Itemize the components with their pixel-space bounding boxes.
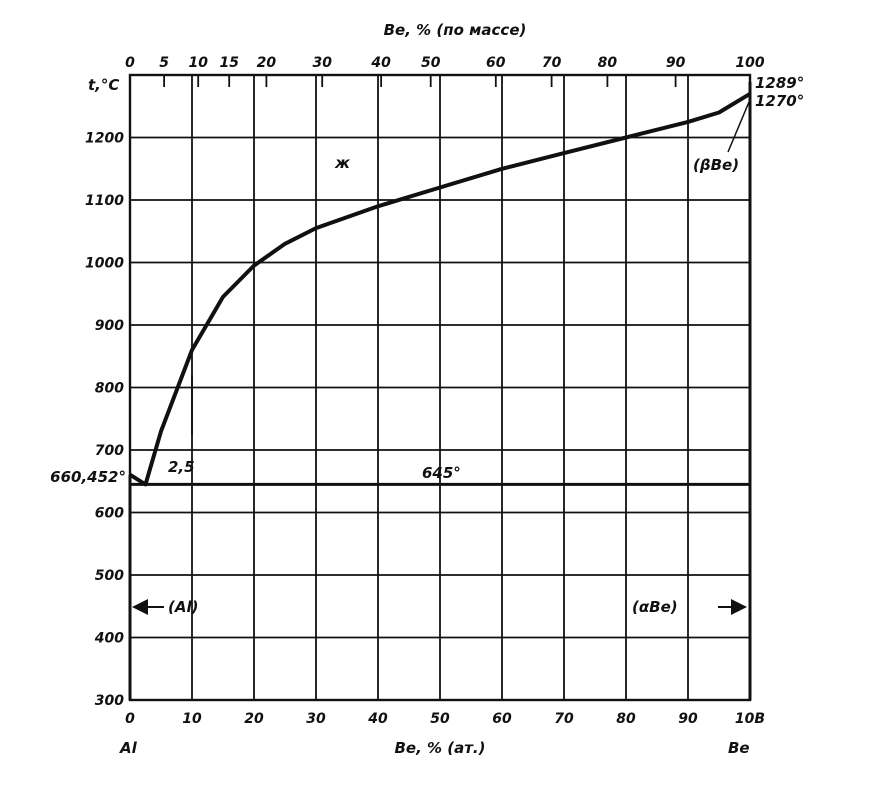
- eutectic-composition-label: 2,5: [168, 458, 195, 476]
- tick-labels: 0 10 20 30 40 50 60 70 80 90 10В 0 5 10 15 20 30 40 50 60 70…: [85, 55, 765, 727]
- be-transformation-label: 1270°: [755, 92, 804, 110]
- x-tick-label: 80: [616, 711, 636, 727]
- beta-be-phase-label: (βBe): [693, 156, 739, 174]
- y-axis-label: t,°C: [88, 76, 119, 94]
- annotations: Be, % (по массе) Be, % (ат.) t,°C Al Be …: [50, 21, 804, 757]
- x-tick-label: 30: [306, 711, 326, 727]
- x-tick-label: 90: [678, 711, 698, 727]
- y-tick-label: 1100: [85, 193, 124, 209]
- x-tick-label: 0: [125, 711, 135, 727]
- x-tick-label: 60: [492, 711, 512, 727]
- x2-tick-label: 15: [219, 55, 239, 71]
- y-tick-label: 300: [95, 693, 124, 709]
- x-tick-label: 40: [367, 711, 388, 727]
- x2-tick-label: 70: [542, 55, 562, 71]
- x2-tick-label: 90: [666, 55, 686, 71]
- y-tick-label: 900: [95, 318, 124, 334]
- liquidus-line: [128, 92, 752, 487]
- x2-tick-label: 100: [735, 55, 764, 71]
- x2-tick-label: 80: [598, 55, 618, 71]
- x-tick-label: 50: [430, 711, 450, 727]
- y-tick-label: 600: [95, 506, 124, 522]
- x2-tick-label: 50: [421, 55, 441, 71]
- al-melting-point-label: 660,452°: [50, 468, 126, 486]
- alpha-be-phase-label: (αBe): [632, 598, 678, 616]
- be-melting-point-label: 1289°: [755, 74, 804, 92]
- component-label-be: Be: [728, 739, 750, 757]
- y-tick-label: 800: [95, 381, 124, 397]
- x2-tick-label: 40: [370, 55, 391, 71]
- series-layer: [128, 81, 752, 700]
- x2-tick-label: 30: [312, 55, 332, 71]
- x-tick-label: 20: [244, 711, 264, 727]
- x-tick-label: 10: [182, 711, 202, 727]
- component-label-al: Al: [119, 739, 138, 757]
- x2-tick-label: 5: [159, 55, 169, 71]
- x2-tick-label: 60: [486, 55, 506, 71]
- top-axis-label: Be, % (по массе): [384, 21, 527, 39]
- x2-tick-label: 20: [257, 55, 277, 71]
- x2-tick-label: 0: [125, 55, 135, 71]
- x2-tick-label: 10: [188, 55, 208, 71]
- y-tick-label: 500: [95, 568, 124, 584]
- eutectic-temperature-label: 645°: [422, 464, 461, 482]
- beta-be-leader-line: [727, 101, 750, 153]
- liquid-region-label: ж: [334, 154, 351, 172]
- y-tick-label: 1200: [85, 131, 124, 147]
- x-tick-label: 70: [554, 711, 574, 727]
- y-tick-label: 1000: [85, 256, 124, 272]
- bottom-axis-label: Be, % (ат.): [394, 739, 485, 757]
- y-tick-label: 700: [95, 443, 124, 459]
- al-phase-label: (Al): [168, 598, 198, 616]
- x-tick-label: 10В: [735, 711, 765, 727]
- y-tick-label: 400: [94, 631, 124, 647]
